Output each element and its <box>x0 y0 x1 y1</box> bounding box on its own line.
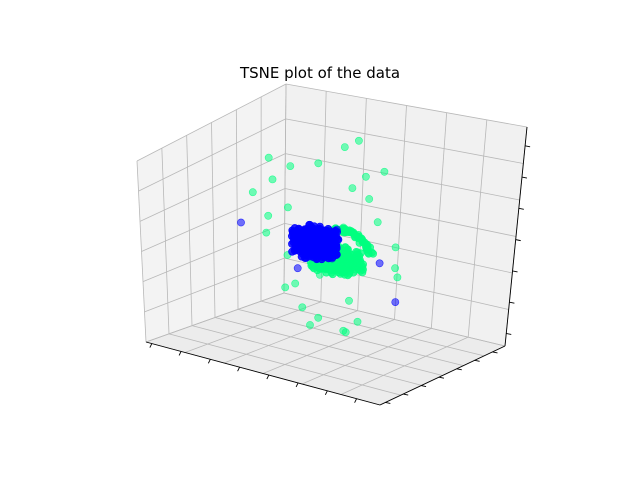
z-tick <box>521 176 528 179</box>
green-point <box>333 265 341 274</box>
green-point <box>306 321 314 329</box>
z-tick <box>506 333 512 335</box>
axes-panes <box>136 83 531 406</box>
x-tick <box>149 343 153 348</box>
green-point <box>314 159 323 168</box>
green-point <box>391 243 400 252</box>
z-tick <box>512 270 518 273</box>
y-tick <box>420 385 427 388</box>
x-tick <box>266 374 270 380</box>
blue-point <box>296 229 305 238</box>
x-tick <box>324 390 328 396</box>
x-tick <box>354 398 358 403</box>
green-point <box>365 195 374 203</box>
y-tick <box>385 402 391 404</box>
back-grid-line <box>285 83 528 128</box>
green-point <box>380 167 389 176</box>
blue-point <box>237 218 245 227</box>
green-point <box>283 203 292 212</box>
green-point <box>286 162 295 170</box>
green-point <box>345 296 353 305</box>
blue-point <box>293 264 302 273</box>
green-point <box>291 279 300 288</box>
blue-point <box>326 253 334 262</box>
green-point <box>361 172 370 181</box>
left-grid-line <box>136 83 287 162</box>
floor-grid-line <box>283 292 506 347</box>
green-point <box>298 303 307 312</box>
green-point <box>348 184 357 192</box>
left-grid-line <box>138 118 286 192</box>
data-points <box>237 136 402 337</box>
green-point <box>343 245 352 254</box>
green-point <box>268 175 277 184</box>
blue-point <box>325 240 334 248</box>
back-grid-line <box>285 118 524 164</box>
green-point <box>281 283 290 292</box>
x-tick <box>178 351 182 356</box>
green-point <box>373 218 382 227</box>
blue-point <box>332 250 341 259</box>
green-point <box>248 188 257 197</box>
green-point <box>358 263 367 272</box>
left-pane <box>137 84 286 342</box>
y-axis-line <box>379 345 506 406</box>
green-point <box>339 326 348 335</box>
green-point <box>335 258 344 267</box>
blue-point <box>391 298 400 306</box>
y-tick <box>438 376 445 379</box>
z-tick <box>515 239 521 242</box>
left-grid-line <box>283 83 287 294</box>
y-tick <box>492 351 498 354</box>
blue-point <box>375 259 384 268</box>
green-point <box>347 257 355 266</box>
x-tick <box>295 382 299 388</box>
z-tick <box>518 207 524 210</box>
blue-point <box>303 230 312 238</box>
x-axis-line <box>145 341 381 406</box>
blue-point <box>317 248 326 257</box>
z-tick <box>509 301 515 304</box>
green-point <box>264 153 273 162</box>
chart-title: TSNE plot of the data <box>239 64 401 82</box>
blue-point <box>309 251 318 260</box>
green-point <box>264 211 273 220</box>
y-tick <box>403 393 409 396</box>
green-point <box>342 264 351 272</box>
floor-pane <box>146 293 505 405</box>
green-point <box>314 263 323 272</box>
x-tick <box>237 366 241 372</box>
green-point <box>393 273 402 282</box>
green-point <box>340 143 349 151</box>
blue-point <box>302 254 310 262</box>
blue-point <box>308 242 316 250</box>
green-point <box>314 313 323 322</box>
green-point <box>391 264 399 273</box>
z-axis-line <box>504 126 528 347</box>
blue-point <box>317 236 326 244</box>
floor-grid-line <box>340 336 469 395</box>
green-point <box>353 317 362 326</box>
y-tick <box>474 359 480 362</box>
x-tick <box>207 359 211 364</box>
y-tick <box>456 368 462 371</box>
green-point <box>262 228 271 237</box>
blue-point <box>300 239 309 248</box>
z-tick <box>525 145 531 148</box>
green-point <box>354 136 363 145</box>
